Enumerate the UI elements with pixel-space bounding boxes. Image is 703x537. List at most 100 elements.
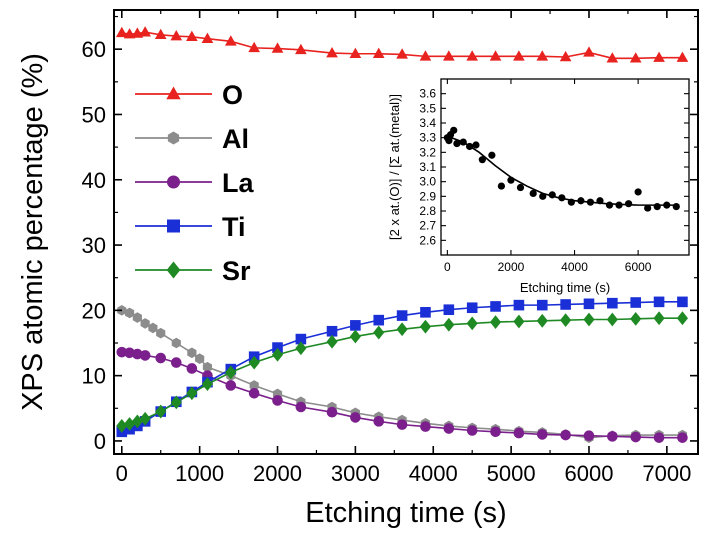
inset-point <box>445 137 453 145</box>
point-al <box>124 307 135 319</box>
inset-point <box>644 204 652 212</box>
point-o <box>396 48 408 59</box>
point-ti <box>350 320 361 331</box>
point-la <box>607 431 618 442</box>
point-ti <box>583 298 595 310</box>
point-ti <box>272 342 283 353</box>
main-plot-frame <box>113 9 699 455</box>
inset-point <box>472 141 480 149</box>
legend-label: Al <box>222 124 249 154</box>
point-al <box>132 312 142 323</box>
inset-point <box>663 201 671 209</box>
inset-y-tick-label: 3.0 <box>419 175 436 189</box>
point-o <box>583 46 595 57</box>
x-axis-label: Etching time (s) <box>305 497 506 529</box>
y-tick-label: 10 <box>82 364 106 389</box>
point-sr <box>186 386 198 401</box>
inset-point <box>653 203 661 211</box>
inset-y-axis-label: [2 x at.(O)] / [Σ at.(metal)] <box>387 94 402 240</box>
inset-point <box>548 191 556 199</box>
x-tick-label: 4000 <box>409 461 458 486</box>
point-ti <box>373 314 385 326</box>
inset-point <box>529 189 537 197</box>
inset-point <box>634 188 642 196</box>
y-tick-label: 40 <box>82 168 106 193</box>
x-tick-label: 3000 <box>331 461 380 486</box>
point-o <box>248 41 260 53</box>
legend-marker <box>166 86 181 100</box>
point-la <box>248 387 260 399</box>
point-al <box>202 361 213 373</box>
y-tick-label: 60 <box>82 37 106 62</box>
point-sr <box>466 316 478 331</box>
inset-point <box>516 183 525 192</box>
inset-y-tick-label: 3.1 <box>419 160 436 174</box>
point-ti <box>513 299 525 311</box>
legend-item-al: Al <box>135 124 249 154</box>
point-sr <box>124 417 136 431</box>
point-o <box>653 51 665 62</box>
point-o <box>629 52 642 63</box>
point-la <box>420 421 431 432</box>
legend-item-o: O <box>135 80 243 110</box>
point-ti <box>677 296 688 308</box>
point-la <box>653 432 665 443</box>
legend-marker <box>167 131 180 145</box>
inset-point <box>624 200 633 208</box>
inset-chart: 0 2000 4000 6000 2.62.72.82.93.03.13.23.33.4… <box>387 78 690 295</box>
point-sr <box>349 329 361 344</box>
series-sr <box>116 311 688 433</box>
inset-y-tick-label: 3.3 <box>419 131 436 145</box>
y-tick-label: 30 <box>82 233 106 258</box>
series-o <box>115 26 689 63</box>
point-sr <box>489 315 502 329</box>
y-tick-label: 50 <box>82 102 106 127</box>
inset-point <box>459 138 467 146</box>
point-o <box>536 50 549 61</box>
point-la <box>560 429 571 441</box>
point-ti <box>420 307 431 318</box>
point-la <box>139 350 151 361</box>
series-line-sr <box>121 317 683 427</box>
point-ti <box>295 333 307 345</box>
point-la <box>396 419 408 430</box>
inset-point <box>453 139 461 148</box>
point-sr <box>630 311 642 326</box>
point-la <box>132 348 143 360</box>
point-la <box>225 380 237 391</box>
point-sr <box>295 341 307 356</box>
point-o <box>271 42 284 53</box>
legend-item-sr: Sr <box>135 256 251 286</box>
legend-marker <box>167 219 180 233</box>
point-o <box>186 30 198 42</box>
point-o <box>606 52 619 63</box>
legend-label: Ti <box>222 212 246 242</box>
point-ti <box>326 325 338 337</box>
point-la <box>186 363 198 374</box>
inset-point <box>478 156 486 164</box>
point-la <box>466 425 478 436</box>
inset-y-tick-label: 3.4 <box>419 116 436 130</box>
point-al <box>187 347 197 359</box>
inset-x-tick-label: 0 <box>444 260 451 274</box>
point-sr <box>155 404 167 419</box>
point-la <box>513 427 525 439</box>
legend-label: O <box>222 80 243 110</box>
point-la <box>170 357 182 368</box>
point-o <box>419 50 432 61</box>
point-o <box>201 32 214 43</box>
point-sr <box>560 313 572 328</box>
point-ti <box>560 299 571 310</box>
point-sr <box>513 314 525 329</box>
point-ti <box>443 304 455 315</box>
inset-point <box>586 198 595 206</box>
point-o <box>676 51 689 62</box>
point-o <box>372 47 385 58</box>
x-tick-label: 5000 <box>487 461 536 486</box>
y-tick-label: 20 <box>82 298 106 323</box>
inset-point <box>615 201 623 209</box>
inset-y-tick-label: 2.7 <box>419 219 436 233</box>
point-sr <box>139 411 151 426</box>
legend-marker <box>166 261 181 279</box>
